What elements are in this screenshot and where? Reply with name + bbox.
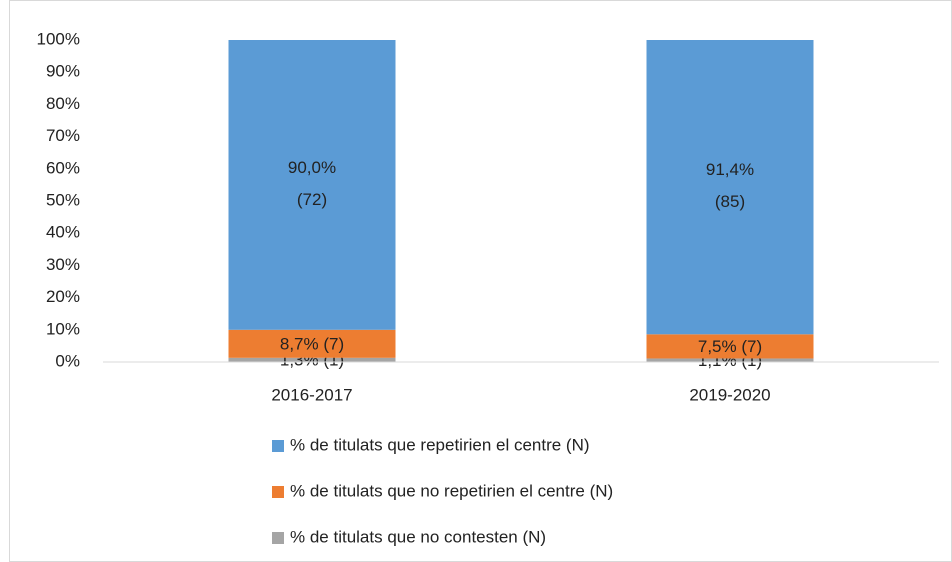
bar-segment xyxy=(228,357,396,362)
legend-label: % de titulats que repetirien el centre (… xyxy=(290,435,590,454)
y-tick-label: 0% xyxy=(55,351,80,370)
x-tick-label: 2019-2020 xyxy=(689,385,770,404)
bar-segment xyxy=(228,329,396,358)
y-tick-label: 60% xyxy=(46,158,80,177)
legend-swatch xyxy=(272,440,284,452)
data-label-line: 91,4% xyxy=(706,161,754,180)
bar-segment xyxy=(646,358,814,362)
y-tick-label: 90% xyxy=(46,62,80,81)
y-tick-label: 70% xyxy=(46,126,80,145)
data-label: 90,0% (72) xyxy=(288,158,336,209)
bar-segment xyxy=(646,334,814,359)
y-tick-label: 40% xyxy=(46,223,80,242)
legend-label: % de titulats que no contesten (N) xyxy=(290,527,546,546)
legend-swatch xyxy=(272,532,284,544)
data-label-line: (72) xyxy=(297,190,327,209)
y-tick-label: 50% xyxy=(46,190,80,209)
data-label: 8,7% (7) xyxy=(280,334,344,353)
data-label: 91,4% (85) xyxy=(706,161,754,212)
data-label: 7,5% (7) xyxy=(698,337,762,356)
data-label-line: 90,0% xyxy=(288,158,336,177)
y-tick-label: 100% xyxy=(37,29,80,48)
x-tick-label: 2016-2017 xyxy=(271,385,352,404)
y-tick-label: 10% xyxy=(46,319,80,338)
legend-swatch xyxy=(272,486,284,498)
y-tick-label: 80% xyxy=(46,94,80,113)
legend-label: % de titulats que no repetirien el centr… xyxy=(290,481,613,500)
y-tick-label: 20% xyxy=(46,287,80,306)
y-tick-label: 30% xyxy=(46,255,80,274)
bar-segment xyxy=(228,40,396,330)
bar-segment xyxy=(646,40,814,335)
data-label-line: (85) xyxy=(715,193,745,212)
